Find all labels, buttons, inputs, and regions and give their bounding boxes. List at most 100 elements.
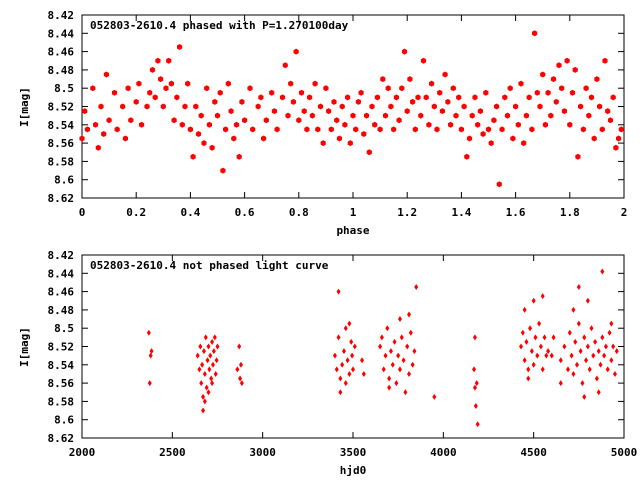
data-point: [597, 103, 603, 110]
x-axis-label: phase: [336, 224, 369, 237]
data-point: [342, 121, 348, 128]
data-point: [179, 121, 185, 128]
data-point: [572, 66, 578, 73]
x-tick-label: 2: [621, 206, 628, 219]
data-point: [199, 380, 204, 387]
data-point: [98, 103, 104, 110]
x-tick-label: 0.8: [289, 206, 309, 219]
data-point: [561, 108, 567, 115]
data-point: [551, 334, 556, 341]
x-tick-label: 0.4: [180, 206, 200, 219]
data-point: [587, 366, 592, 373]
x-tick-label: 3500: [340, 446, 367, 459]
data-point: [238, 361, 243, 368]
data-point: [434, 126, 440, 133]
y-tick-label: 8.42: [48, 249, 75, 262]
data-point: [407, 76, 413, 83]
y-tick-label: 8.6: [54, 174, 74, 187]
x-tick-label: 1.8: [560, 206, 580, 219]
data-point: [242, 117, 248, 124]
data-point: [532, 30, 538, 37]
data-point: [204, 85, 210, 92]
data-point: [535, 352, 540, 359]
data-point: [360, 357, 365, 364]
data-point: [341, 348, 346, 355]
data-point: [585, 343, 590, 350]
data-point: [120, 103, 126, 110]
data-point: [381, 366, 386, 373]
data-point: [538, 343, 543, 350]
data-point: [431, 103, 437, 110]
data-point: [239, 380, 244, 387]
data-point: [614, 348, 619, 355]
data-point: [339, 103, 345, 110]
data-point: [215, 343, 220, 350]
data-point: [521, 140, 527, 147]
x-tick-label: 0.6: [235, 206, 255, 219]
data-point: [220, 167, 226, 174]
data-point: [350, 112, 356, 119]
data-point: [293, 48, 299, 55]
data-point: [466, 135, 473, 142]
data-point: [591, 135, 597, 142]
data-point: [320, 140, 326, 147]
data-point: [571, 370, 576, 377]
data-point: [336, 135, 342, 142]
data-point: [548, 112, 554, 119]
data-point: [542, 334, 547, 341]
data-point: [79, 135, 85, 142]
data-point: [596, 389, 601, 396]
data-point: [307, 94, 313, 101]
data-point: [612, 370, 617, 377]
data-point: [147, 380, 152, 387]
data-point: [247, 85, 253, 92]
data-point: [491, 117, 497, 124]
data-point: [214, 357, 219, 364]
data-point: [336, 288, 341, 295]
data-point: [520, 329, 525, 336]
x-tick-label: 1.6: [506, 206, 526, 219]
x-tick-label: 1: [350, 206, 357, 219]
x-tick-label: 1.4: [451, 206, 471, 219]
data-point: [336, 334, 341, 341]
data-point: [461, 103, 467, 110]
x-tick-label: 1.2: [397, 206, 417, 219]
data-point: [453, 112, 459, 119]
data-point: [477, 108, 483, 115]
x-tick-label: 0: [79, 206, 86, 219]
data-point: [187, 126, 193, 133]
data-point: [160, 103, 166, 110]
y-axis-ticks: 8.42 8.44 8.46 8.48 8.5 8.52 8.54 8.56 8.58 8.6 8.…: [48, 249, 624, 445]
data-point: [414, 284, 419, 291]
y-tick-label: 8.52: [48, 101, 75, 114]
data-point: [556, 62, 562, 69]
data-point: [472, 384, 477, 391]
data-point: [309, 112, 315, 119]
data-point: [378, 343, 383, 350]
data-point: [139, 121, 145, 128]
y-tick-label: 8.48: [48, 64, 75, 77]
data-point: [155, 57, 161, 64]
data-point: [518, 80, 524, 87]
data-point: [529, 348, 534, 355]
data-point: [205, 357, 210, 364]
data-point: [600, 334, 605, 341]
data-point: [214, 112, 221, 119]
data-point: [168, 80, 174, 87]
data-point: [93, 121, 99, 128]
data-point: [450, 85, 456, 92]
data-point: [364, 112, 370, 119]
x-tick-label: 5000: [611, 446, 638, 459]
data-point: [442, 71, 448, 78]
data-point: [190, 153, 196, 160]
data-point: [369, 103, 375, 110]
data-point: [519, 343, 524, 350]
data-point: [531, 297, 536, 304]
data-point: [580, 126, 586, 133]
data-point: [396, 117, 402, 124]
data-point: [312, 80, 318, 87]
data-point: [388, 103, 394, 110]
data-point: [338, 389, 343, 396]
data-point: [379, 334, 384, 341]
data-point: [206, 389, 211, 396]
